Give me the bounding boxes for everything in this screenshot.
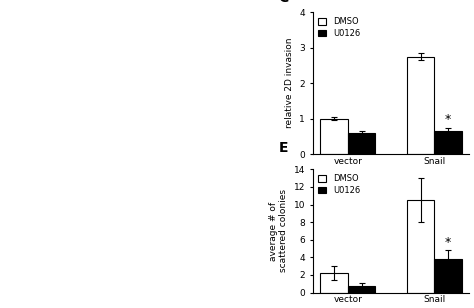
Bar — [348, 133, 375, 154]
Bar — [407, 57, 434, 154]
Y-axis label: relative 2D invasion: relative 2D invasion — [285, 38, 294, 128]
Text: *: * — [445, 113, 451, 126]
Y-axis label: average # of
scattered colonies: average # of scattered colonies — [269, 189, 288, 273]
Bar — [348, 286, 375, 293]
Text: C: C — [278, 0, 289, 5]
Bar — [434, 259, 462, 293]
Bar — [320, 119, 348, 154]
Legend: DMSO, U0126: DMSO, U0126 — [315, 171, 364, 198]
Bar — [320, 273, 348, 293]
Bar — [434, 131, 462, 154]
Bar — [407, 200, 434, 293]
Text: E: E — [278, 141, 288, 155]
Legend: DMSO, U0126: DMSO, U0126 — [315, 14, 364, 41]
Text: *: * — [445, 236, 451, 249]
